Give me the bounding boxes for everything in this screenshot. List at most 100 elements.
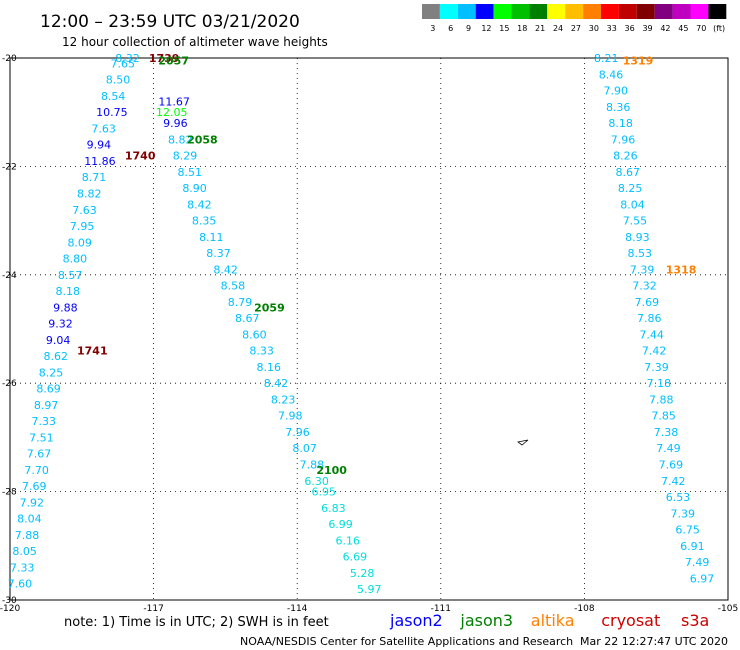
wave-height-value: 7.70 (24, 464, 49, 477)
pass-time-label: 1741 (77, 345, 108, 358)
wave-height-value: 7.65 (111, 57, 135, 70)
wave-height-value: 8.46 (599, 68, 624, 81)
legend-label: 70 (696, 24, 706, 33)
legend-label: 33 (607, 24, 617, 33)
wave-height-value: 7.51 (29, 431, 54, 444)
y-tick-label: -22 (2, 162, 17, 172)
x-tick-label: -120 (0, 604, 20, 614)
satellite-name-jason2: jason2 (389, 611, 443, 630)
wave-height-value: 8.16 (257, 361, 282, 374)
wave-height-value: 9.04 (46, 334, 71, 347)
wave-height-value: 6.16 (335, 534, 360, 547)
wave-height-value: 7.85 (651, 410, 676, 423)
wave-height-value: 8.57 (58, 269, 83, 282)
wave-height-value: 8.18 (55, 285, 79, 298)
legend-label: 21 (535, 24, 545, 33)
wave-height-value: 8.04 (620, 198, 645, 211)
wave-height-value: 8.18 (608, 117, 633, 130)
wave-height-value: 7.63 (91, 122, 116, 135)
wave-height-value: 10.75 (96, 106, 128, 119)
map-frame (9, 57, 729, 601)
satellite-tracks: 8.327.65 8.50 8.54 10.75 7.63 9.94 11.86 8.71 8.… (8, 52, 715, 596)
wave-height-value: 7.88 (15, 529, 40, 542)
wave-height-value: 8.36 (606, 101, 631, 114)
legend-swatch (636, 4, 655, 19)
wave-height-value: 7.88 (300, 459, 325, 472)
wave-height-value: 8.09 (67, 236, 92, 249)
pass-time-label: 1318 (666, 263, 697, 276)
wave-height-value: 8.33 (249, 345, 273, 358)
legend-label: 9 (466, 24, 471, 33)
y-tick-label: -20 (2, 54, 17, 64)
satellite-name-s3a: s3a (681, 611, 709, 630)
wave-height-value: 6.95 (312, 486, 337, 499)
wave-height-value: 8.82 (77, 188, 102, 201)
wave-height-value: 8.90 (182, 182, 207, 195)
satellite-name-jason3: jason3 (459, 611, 513, 630)
wave-height-value: 8.50 (106, 74, 131, 87)
legend-swatch (511, 4, 530, 19)
wave-height-value: 8.71 (82, 171, 107, 184)
graticule (10, 58, 728, 600)
legend-label: 24 (553, 24, 563, 33)
color-legend: 3 6 9 12 15 18 21 24 27 30 33 36 39 42 45 70 (ft) (422, 4, 727, 33)
legend-swatch (583, 4, 601, 19)
wave-height-value: 7.88 (649, 393, 674, 406)
wave-height-value: 9.96 (163, 117, 188, 130)
wave-height-value: 7.95 (70, 220, 95, 233)
wave-height-value: 7.33 (10, 561, 35, 574)
wave-height-value: 8.26 (613, 150, 638, 163)
legend-swatch (547, 4, 566, 19)
wave-height-value: 6.83 (321, 502, 346, 515)
wave-height-value: 7.39 (671, 507, 696, 520)
wave-height-value: 7.49 (656, 442, 681, 455)
wave-height-value: 7.60 (8, 578, 33, 591)
wave-height-value: 7.92 (20, 496, 45, 509)
wave-height-value: 8.05 (12, 545, 37, 558)
legend-label: 6 (448, 24, 453, 33)
wave-height-value: 6.69 (343, 551, 368, 564)
track-cryosat-left: 8.327.65 8.50 8.54 10.75 7.63 9.94 11.86 8.71 8.… (8, 52, 140, 591)
wave-height-value: 6.97 (690, 572, 715, 585)
wave-height-value: 7.42 (642, 345, 667, 358)
track-altika-right: 8.21 8.46 7.90 8.36 8.18 7.96 8.26 8.67 8.25 8.04… (594, 52, 714, 585)
legend-swatch (618, 4, 637, 19)
wave-height-value: 9.32 (48, 318, 73, 331)
pass-time-label: 1739 (149, 52, 180, 65)
wave-height-value: 8.25 (39, 366, 64, 379)
wave-height-value: 8.58 (221, 280, 246, 293)
wave-height-value: 8.32 (115, 52, 140, 65)
wave-height-value: 8.80 (63, 253, 88, 266)
x-tick-label: -105 (718, 604, 738, 614)
wave-height-value: 8.53 (627, 247, 652, 260)
wave-height-value: 8.42 (187, 198, 212, 211)
wave-height-value: 7.69 (22, 480, 47, 493)
page-title: 12:00 – 23:59 UTC 03/21/2020 (40, 12, 300, 32)
legend-swatch (601, 4, 619, 19)
track-cryosat-diag: 6.306.95 6.83 6.99 6.16 6.69 5.28 5.97 (304, 475, 381, 596)
wave-height-value: 8.23 (271, 393, 296, 406)
wave-height-value: 6.91 (680, 540, 705, 553)
legend-label: 45 (678, 24, 688, 33)
legend-swatch (708, 4, 727, 19)
wave-height-value: 7.98 (278, 410, 303, 423)
wave-height-value: 8.04 (17, 513, 42, 526)
wave-height-value: 8.42 (213, 263, 238, 276)
wave-height-value: 7.33 (32, 415, 57, 428)
wave-height-value: 11.67 (158, 95, 190, 108)
x-tick-label: -108 (574, 604, 595, 614)
wave-height-value: 8.60 (242, 328, 266, 341)
wave-height-value: 7.90 (604, 85, 629, 98)
y-tick-label: -30 (2, 596, 17, 606)
legend-label: 27 (571, 24, 581, 33)
wave-height-value: 9.94 (87, 139, 112, 152)
legend-label: 42 (660, 24, 670, 33)
wave-height-value: 8.79 (228, 296, 253, 309)
legend-swatch (654, 4, 673, 19)
x-tick-label: -114 (287, 604, 308, 614)
wave-height-value: 8.67 (235, 312, 260, 325)
wave-height-value: 8.11 (199, 231, 224, 244)
wave-height-value: 7.67 (27, 448, 52, 461)
island-marker (517, 439, 529, 446)
wave-height-value: 8.51 (178, 166, 203, 179)
